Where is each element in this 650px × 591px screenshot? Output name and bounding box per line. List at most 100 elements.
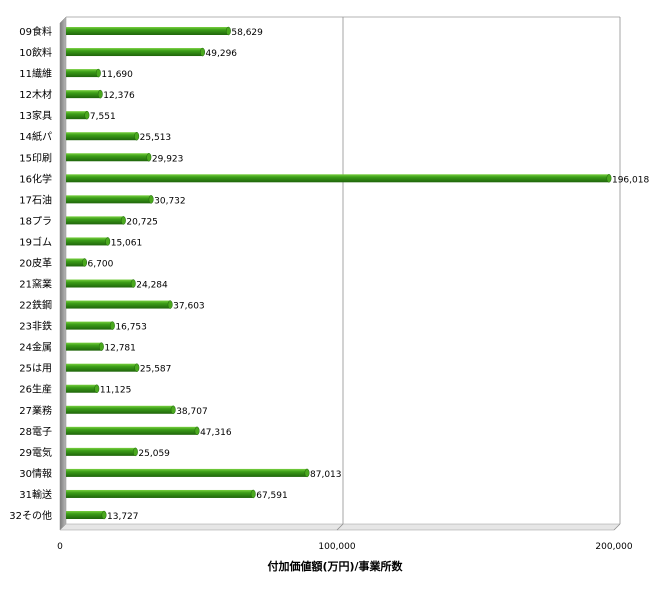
bar-cap bbox=[101, 510, 107, 520]
bar bbox=[66, 300, 173, 309]
value-label: 30,732 bbox=[154, 196, 186, 206]
bar-body bbox=[66, 237, 108, 246]
bar-body bbox=[66, 216, 124, 225]
category-label: 10飲料 bbox=[19, 46, 52, 59]
category-label: 23非鉄 bbox=[19, 320, 52, 333]
category-label: 20皮革 bbox=[19, 256, 52, 269]
bar bbox=[66, 89, 103, 99]
bar-cap bbox=[109, 321, 115, 330]
bar-body bbox=[66, 174, 609, 183]
bar-body bbox=[66, 511, 105, 519]
bar-body bbox=[66, 447, 136, 456]
bar bbox=[66, 447, 138, 457]
category-label: 14紙パ bbox=[19, 130, 52, 143]
category-label: 26生産 bbox=[19, 383, 52, 396]
bar-body bbox=[66, 342, 102, 351]
category-label: 25は用 bbox=[19, 363, 52, 375]
bar bbox=[66, 405, 176, 415]
category-label: 22鉄鋼 bbox=[19, 299, 52, 312]
value-label: 67,591 bbox=[256, 491, 288, 501]
bar-body bbox=[66, 300, 171, 309]
bar bbox=[66, 468, 310, 478]
bar bbox=[66, 342, 104, 351]
bar-cap bbox=[97, 89, 103, 99]
bar bbox=[66, 174, 612, 183]
value-label: 87,013 bbox=[310, 470, 342, 480]
bar bbox=[66, 321, 115, 330]
bar-cap bbox=[134, 131, 140, 141]
gridline-depth bbox=[336, 523, 344, 531]
bar-cap bbox=[146, 153, 152, 162]
bar-body bbox=[66, 132, 137, 141]
bar bbox=[66, 131, 140, 141]
value-label: 24,284 bbox=[136, 281, 168, 291]
value-label: 38,707 bbox=[176, 407, 208, 417]
bar bbox=[66, 363, 140, 372]
category-label: 24金属 bbox=[19, 341, 52, 354]
bar-cap bbox=[95, 68, 101, 78]
bar bbox=[66, 68, 101, 78]
bar bbox=[66, 26, 231, 36]
bar-cap bbox=[132, 447, 138, 457]
x-tick-label: 100,000 bbox=[318, 542, 355, 552]
bar bbox=[66, 279, 136, 288]
value-label: 16,753 bbox=[115, 323, 147, 333]
value-label: 47,316 bbox=[200, 428, 232, 438]
bar-cap bbox=[130, 279, 136, 288]
value-label: 11,690 bbox=[101, 70, 133, 80]
value-label: 49,296 bbox=[206, 49, 238, 59]
bar-cap bbox=[105, 237, 111, 246]
bar-cap bbox=[94, 384, 100, 393]
category-label: 21窯業 bbox=[19, 278, 52, 291]
bar-body bbox=[66, 90, 101, 99]
bar-cap bbox=[304, 468, 310, 478]
bar-cap bbox=[82, 258, 88, 267]
value-label: 12,376 bbox=[103, 91, 135, 101]
category-label: 18プラ bbox=[19, 215, 52, 227]
bar bbox=[66, 47, 205, 57]
bar-body bbox=[66, 195, 152, 204]
category-label: 29電気 bbox=[19, 446, 52, 459]
value-label: 20,725 bbox=[126, 217, 158, 227]
value-label: 11,125 bbox=[100, 386, 132, 396]
category-label: 32その他 bbox=[9, 509, 52, 522]
value-label: 7,551 bbox=[90, 112, 116, 122]
value-label: 58,629 bbox=[231, 28, 263, 38]
bar-body bbox=[66, 426, 198, 435]
value-label: 15,061 bbox=[111, 238, 142, 248]
bar-cap bbox=[167, 300, 173, 309]
x-axis-title: 付加価値額(万円)/事業所数 bbox=[267, 559, 403, 573]
value-label: 6,700 bbox=[88, 259, 114, 269]
value-label: 25,513 bbox=[140, 133, 172, 143]
bar-body bbox=[66, 489, 254, 498]
bar-body bbox=[66, 405, 174, 414]
category-label: 27業務 bbox=[19, 404, 52, 417]
bar-cap bbox=[148, 195, 154, 204]
bar bbox=[66, 216, 126, 225]
bar bbox=[66, 110, 90, 120]
category-label: 15印刷 bbox=[19, 152, 52, 164]
value-label: 12,781 bbox=[104, 344, 136, 354]
value-label: 25,587 bbox=[140, 365, 172, 375]
bar bbox=[66, 489, 256, 499]
value-label: 25,059 bbox=[138, 449, 170, 459]
bar-cap bbox=[134, 363, 140, 372]
bar-body bbox=[66, 111, 87, 120]
bar-cap bbox=[120, 216, 126, 225]
bar-body bbox=[66, 48, 203, 57]
bar-body bbox=[66, 279, 134, 288]
value-label: 37,603 bbox=[173, 302, 205, 312]
bar bbox=[66, 195, 154, 204]
category-label: 17石油 bbox=[19, 193, 52, 206]
bar-body bbox=[66, 258, 85, 267]
category-label: 12木材 bbox=[19, 88, 52, 101]
bar-body bbox=[66, 384, 97, 393]
bar bbox=[66, 153, 152, 162]
category-label: 16化学 bbox=[19, 172, 52, 185]
category-label: 31輸送 bbox=[19, 488, 52, 501]
value-label: 196,018 bbox=[612, 175, 649, 185]
bar-cap bbox=[250, 489, 256, 499]
category-label: 19ゴム bbox=[19, 235, 52, 248]
bar-body bbox=[66, 69, 99, 78]
